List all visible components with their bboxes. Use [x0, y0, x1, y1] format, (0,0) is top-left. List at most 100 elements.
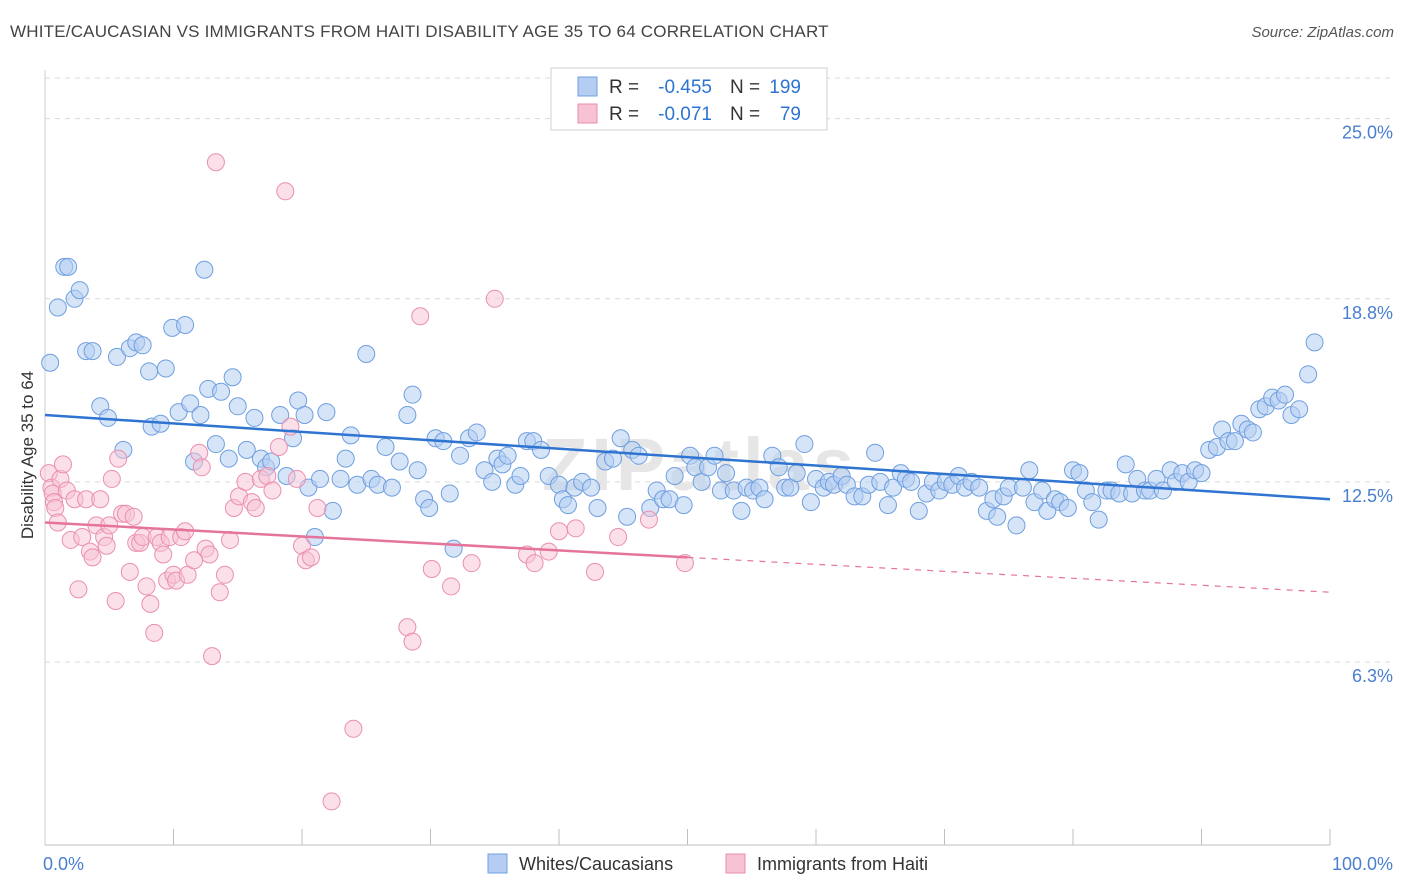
trend-line-haiti-extension	[687, 556, 1331, 593]
data-point-whites	[444, 539, 463, 558]
data-point-whites	[717, 464, 736, 483]
data-point-whites	[1116, 455, 1135, 474]
data-point-whites	[176, 315, 195, 334]
y-tick-label: 12.5%	[1342, 486, 1393, 506]
legend-r-value-2: -0.071	[658, 104, 712, 125]
data-point-haiti	[200, 545, 219, 564]
data-point-haiti	[550, 522, 568, 541]
data-point-whites	[271, 406, 290, 425]
data-point-whites	[970, 478, 989, 497]
data-point-whites	[755, 490, 774, 509]
data-point-haiti	[215, 565, 234, 584]
data-point-haiti	[102, 469, 121, 488]
data-point-whites	[1192, 464, 1211, 483]
y-tick-label: 25.0%	[1342, 123, 1393, 143]
data-point-haiti	[106, 591, 125, 610]
data-point-whites	[1083, 493, 1102, 512]
x-tick-label: 0.0%	[43, 854, 84, 874]
data-point-whites	[317, 403, 336, 422]
data-point-whites	[390, 452, 409, 471]
legend-n-label-2: N =	[730, 104, 760, 125]
data-point-whites	[331, 469, 350, 488]
data-point-haiti	[276, 182, 295, 201]
data-point-whites	[440, 484, 459, 503]
data-point-haiti	[109, 449, 128, 468]
trend-line-haiti	[44, 521, 688, 559]
data-point-haiti	[91, 490, 110, 509]
data-point-whites	[467, 423, 486, 442]
data-point-haiti	[137, 577, 156, 596]
data-point-haiti	[411, 307, 430, 326]
data-point-whites	[558, 496, 577, 515]
data-point-whites	[878, 496, 897, 515]
data-point-whites	[451, 446, 470, 465]
data-point-whites	[795, 435, 814, 454]
data-point-whites	[988, 507, 1007, 526]
data-point-whites	[1305, 333, 1324, 352]
data-point-whites	[310, 469, 329, 488]
data-point-whites	[408, 461, 427, 480]
data-point-whites	[483, 472, 502, 491]
data-point-haiti	[192, 458, 211, 477]
data-point-haiti	[206, 153, 225, 172]
data-point-whites	[1290, 400, 1309, 419]
data-point-whites	[323, 501, 342, 520]
data-point-haiti	[287, 469, 306, 488]
data-point-whites	[403, 385, 422, 404]
data-point-haiti	[322, 792, 341, 811]
legend-r-label-1: R =	[609, 77, 639, 98]
data-point-whites	[665, 467, 684, 486]
data-point-whites	[705, 446, 724, 465]
data-point-whites	[219, 449, 238, 468]
data-point-haiti	[462, 554, 481, 573]
data-point-whites	[1299, 365, 1318, 384]
data-point-whites	[588, 498, 607, 517]
data-point-whites	[133, 336, 152, 355]
data-point-haiti	[120, 562, 139, 581]
data-point-whites	[769, 458, 788, 477]
data-point-whites	[1007, 516, 1026, 535]
data-point-haiti	[203, 647, 222, 666]
data-point-whites	[902, 472, 921, 491]
data-point-whites	[228, 397, 247, 416]
data-point-whites	[1276, 385, 1295, 404]
data-point-whites	[140, 362, 159, 381]
legend-n-value-2: 79	[780, 104, 801, 125]
data-point-haiti	[525, 554, 544, 573]
data-point-haiti	[269, 437, 288, 456]
data-point-haiti	[53, 455, 72, 474]
data-point-whites	[1013, 478, 1032, 497]
data-point-whites	[107, 347, 126, 366]
data-point-haiti	[403, 632, 422, 651]
data-point-whites	[48, 298, 67, 317]
data-point-whites	[336, 449, 355, 468]
data-point-whites	[1070, 464, 1089, 483]
data-point-whites	[618, 507, 637, 526]
data-point-whites	[1243, 423, 1262, 442]
data-point-haiti	[566, 519, 585, 538]
data-point-haiti	[263, 481, 282, 500]
data-point-whites	[156, 359, 175, 378]
legend-swatch-haiti	[577, 103, 598, 124]
legend-box: R = -0.455 N = 199 R = -0.071 N = 79	[550, 67, 828, 131]
data-point-whites	[41, 353, 60, 372]
data-point-whites	[59, 257, 78, 276]
data-point-whites	[83, 342, 102, 361]
data-point-haiti	[73, 528, 92, 547]
data-point-whites	[245, 408, 264, 427]
data-point-haiti	[141, 594, 160, 613]
data-point-whites	[223, 368, 242, 387]
x-tick-label: 100.0%	[1332, 854, 1393, 874]
data-point-haiti	[539, 542, 558, 561]
data-point-whites	[787, 464, 806, 483]
data-point-haiti	[442, 577, 461, 596]
bottom-legend: Whites/Caucasians Immigrants from Haiti	[487, 853, 928, 874]
data-point-haiti	[639, 510, 658, 529]
data-point-haiti	[308, 498, 327, 517]
data-point-haiti	[83, 548, 102, 567]
data-point-whites	[376, 437, 395, 456]
data-point-haiti	[145, 623, 164, 642]
data-point-haiti	[124, 507, 143, 526]
trend-lines	[44, 413, 1331, 593]
